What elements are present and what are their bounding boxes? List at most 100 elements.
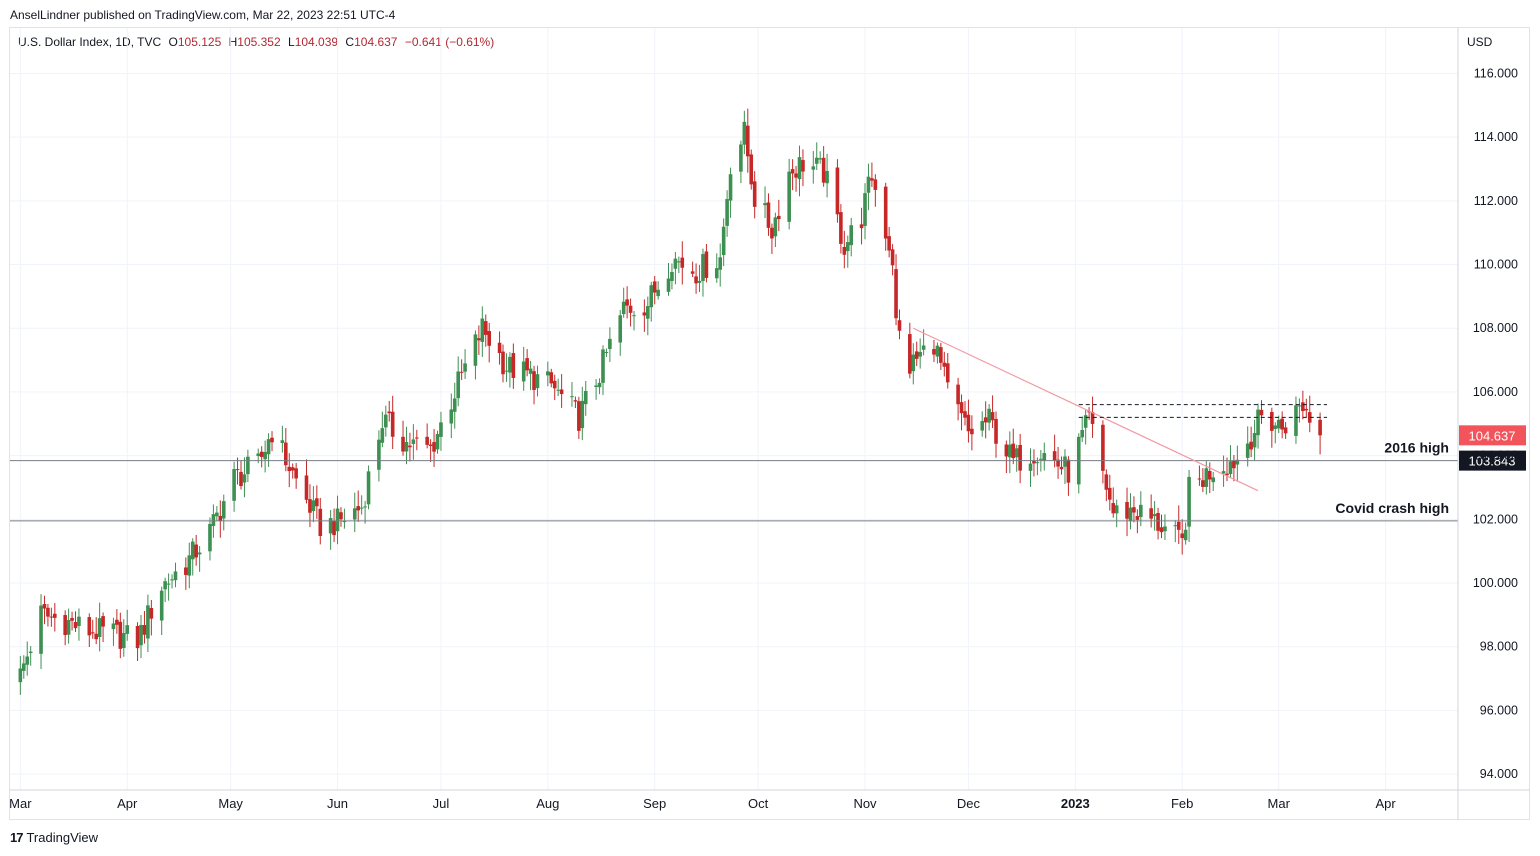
x-tick-label: Aug: [536, 796, 559, 811]
candle-body: [1039, 458, 1043, 460]
level-2016-high-label: 2016 high: [1384, 440, 1449, 456]
brand-name: TradingView: [26, 830, 99, 845]
candle-body: [311, 500, 316, 512]
publisher-line: AnselLindner published on TradingView.co…: [10, 8, 396, 22]
candle-body: [28, 651, 33, 654]
candle-body: [1228, 461, 1233, 475]
candle-body: [1083, 415, 1088, 428]
y-axis[interactable]: 116.000 114.000 112.000 110.000 108.000 106.0…: [1457, 28, 1518, 820]
candle-body: [797, 157, 802, 180]
candle-body: [839, 212, 843, 244]
candle-body: [908, 334, 912, 374]
candle-body: [49, 616, 54, 618]
candle-body: [749, 154, 754, 185]
candle-body: [532, 371, 536, 390]
candle-body: [121, 633, 126, 649]
candle-body: [463, 363, 467, 372]
candle-body: [73, 622, 78, 629]
currency-label[interactable]: USD: [1467, 35, 1493, 49]
candle-body: [308, 499, 312, 513]
legend-low-value: 104.039: [294, 35, 339, 49]
candle-body: [184, 567, 188, 575]
candle-body: [504, 370, 509, 372]
candle-body: [632, 315, 636, 317]
candle-body: [280, 440, 285, 443]
candle-body: [1059, 466, 1064, 470]
candle-body: [1256, 409, 1260, 436]
candle-body: [1318, 419, 1322, 436]
candle-body: [339, 512, 343, 520]
candle-body: [621, 301, 626, 315]
candle-body: [521, 361, 526, 382]
candle-body: [914, 351, 919, 359]
y-tick-label: 116.000: [1474, 66, 1518, 80]
candle-body: [39, 605, 43, 654]
candle-body: [356, 506, 361, 511]
candle-body: [335, 508, 340, 532]
candle-body: [956, 384, 960, 405]
candle-body: [594, 385, 598, 388]
candle-body: [677, 261, 681, 263]
chart-frame: [9, 27, 1530, 820]
candle-body: [1301, 402, 1305, 412]
candle-body: [284, 442, 288, 466]
x-tick-label: Dec: [957, 796, 981, 811]
y-tick-label: 110.000: [1474, 258, 1518, 272]
candle-body: [535, 374, 540, 389]
candle-body: [1176, 521, 1181, 530]
candle-body: [215, 512, 219, 517]
candle-body: [387, 411, 392, 414]
candle-body: [1211, 477, 1216, 483]
candle-body: [945, 363, 950, 383]
candle-body: [739, 144, 743, 172]
candle-body: [1090, 412, 1095, 424]
legend-close-label: C: [345, 35, 355, 49]
candle-body: [487, 331, 492, 346]
candle-body: [959, 402, 964, 414]
candle-body: [1063, 456, 1067, 467]
candle-body: [1056, 459, 1060, 467]
candle-body: [597, 382, 602, 388]
chart-legend: U.S. Dollar Index, 1D, TVC O105.125 H105…: [18, 35, 494, 49]
x-axis[interactable]: Mar Apr May Jun Jul Aug Sep Oct Nov Dec 2023 Feb Mar…: [9, 789, 1530, 811]
candle-body: [401, 436, 405, 452]
level-tag-box: [1459, 450, 1526, 471]
candle-body: [935, 345, 940, 357]
candle-body: [328, 518, 333, 534]
candle-body: [770, 227, 774, 239]
y-tick-label: 114.000: [1474, 130, 1518, 144]
candle-body: [163, 581, 167, 590]
candle-body: [290, 467, 295, 471]
candle-body: [680, 257, 685, 268]
candle-body: [46, 607, 50, 617]
x-tick-label: Nov: [853, 796, 877, 811]
candle-body: [570, 396, 574, 398]
candle-body: [918, 352, 922, 357]
candle-body: [77, 616, 81, 626]
candle-body: [408, 445, 412, 448]
candle-body: [246, 456, 250, 475]
x-tick-label: Sep: [643, 796, 666, 811]
candle-body: [428, 444, 433, 446]
price-tag-box: [1459, 425, 1526, 446]
candle-body: [666, 278, 671, 292]
candle-body: [528, 368, 533, 374]
y-tick-label: 94.000: [1480, 767, 1518, 781]
x-tick-label: Oct: [748, 796, 769, 811]
candle-body: [501, 351, 505, 375]
candle-body: [883, 186, 888, 239]
tradingview-brand[interactable]: 17 TradingView: [10, 830, 98, 845]
candle-body: [987, 408, 991, 423]
candle-body: [18, 668, 23, 683]
candle-body: [890, 249, 895, 266]
candle-body: [42, 604, 47, 609]
candle-body: [221, 501, 226, 519]
candle-body: [352, 508, 357, 520]
candle-body: [53, 613, 57, 618]
candle-body: [863, 193, 867, 226]
overlays: 2016 high 103.843 Covid crash high 104.637: [10, 327, 1526, 522]
candle-body: [218, 515, 223, 521]
candle-body: [118, 621, 123, 649]
candle-body: [87, 617, 92, 636]
